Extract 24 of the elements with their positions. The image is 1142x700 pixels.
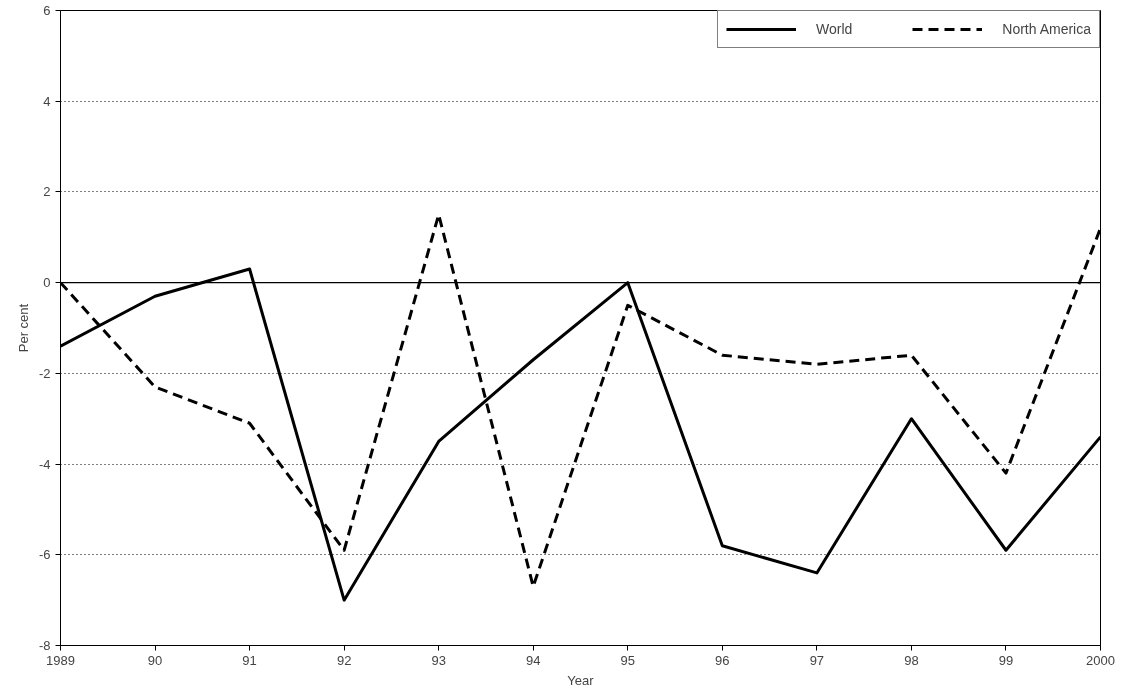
y-tick-label: -4 [38, 456, 51, 472]
x-tick-label: 2000 [1086, 652, 1115, 668]
legend-label: North America [1002, 21, 1091, 37]
y-tick-label: 6 [43, 3, 51, 18]
x-tick-label: 91 [242, 652, 257, 668]
x-tick-label: 90 [147, 652, 163, 668]
x-tick-label: 98 [904, 652, 919, 668]
legend-label: World [815, 21, 853, 37]
y-tick-label: -6 [38, 547, 51, 563]
x-tick-label: 92 [336, 652, 352, 668]
y-tick-label: 0 [43, 275, 51, 291]
x-tick-label: 94 [526, 652, 541, 668]
x-axis-title: Year [567, 672, 595, 688]
x-tick-label: 99 [998, 652, 1014, 668]
x-tick-label: 1989 [46, 652, 75, 668]
y-axis-title: Per cent [15, 303, 31, 353]
x-tick-label: 96 [715, 652, 730, 668]
y-tick-label: -8 [38, 638, 51, 653]
y-tick-label: 4 [43, 93, 51, 109]
y-tick-label: 2 [43, 184, 51, 200]
x-tick-label: 97 [809, 652, 825, 668]
y-tick-label: -2 [38, 365, 51, 381]
x-tick-label: 95 [620, 652, 636, 668]
x-tick-label: 93 [431, 652, 446, 668]
